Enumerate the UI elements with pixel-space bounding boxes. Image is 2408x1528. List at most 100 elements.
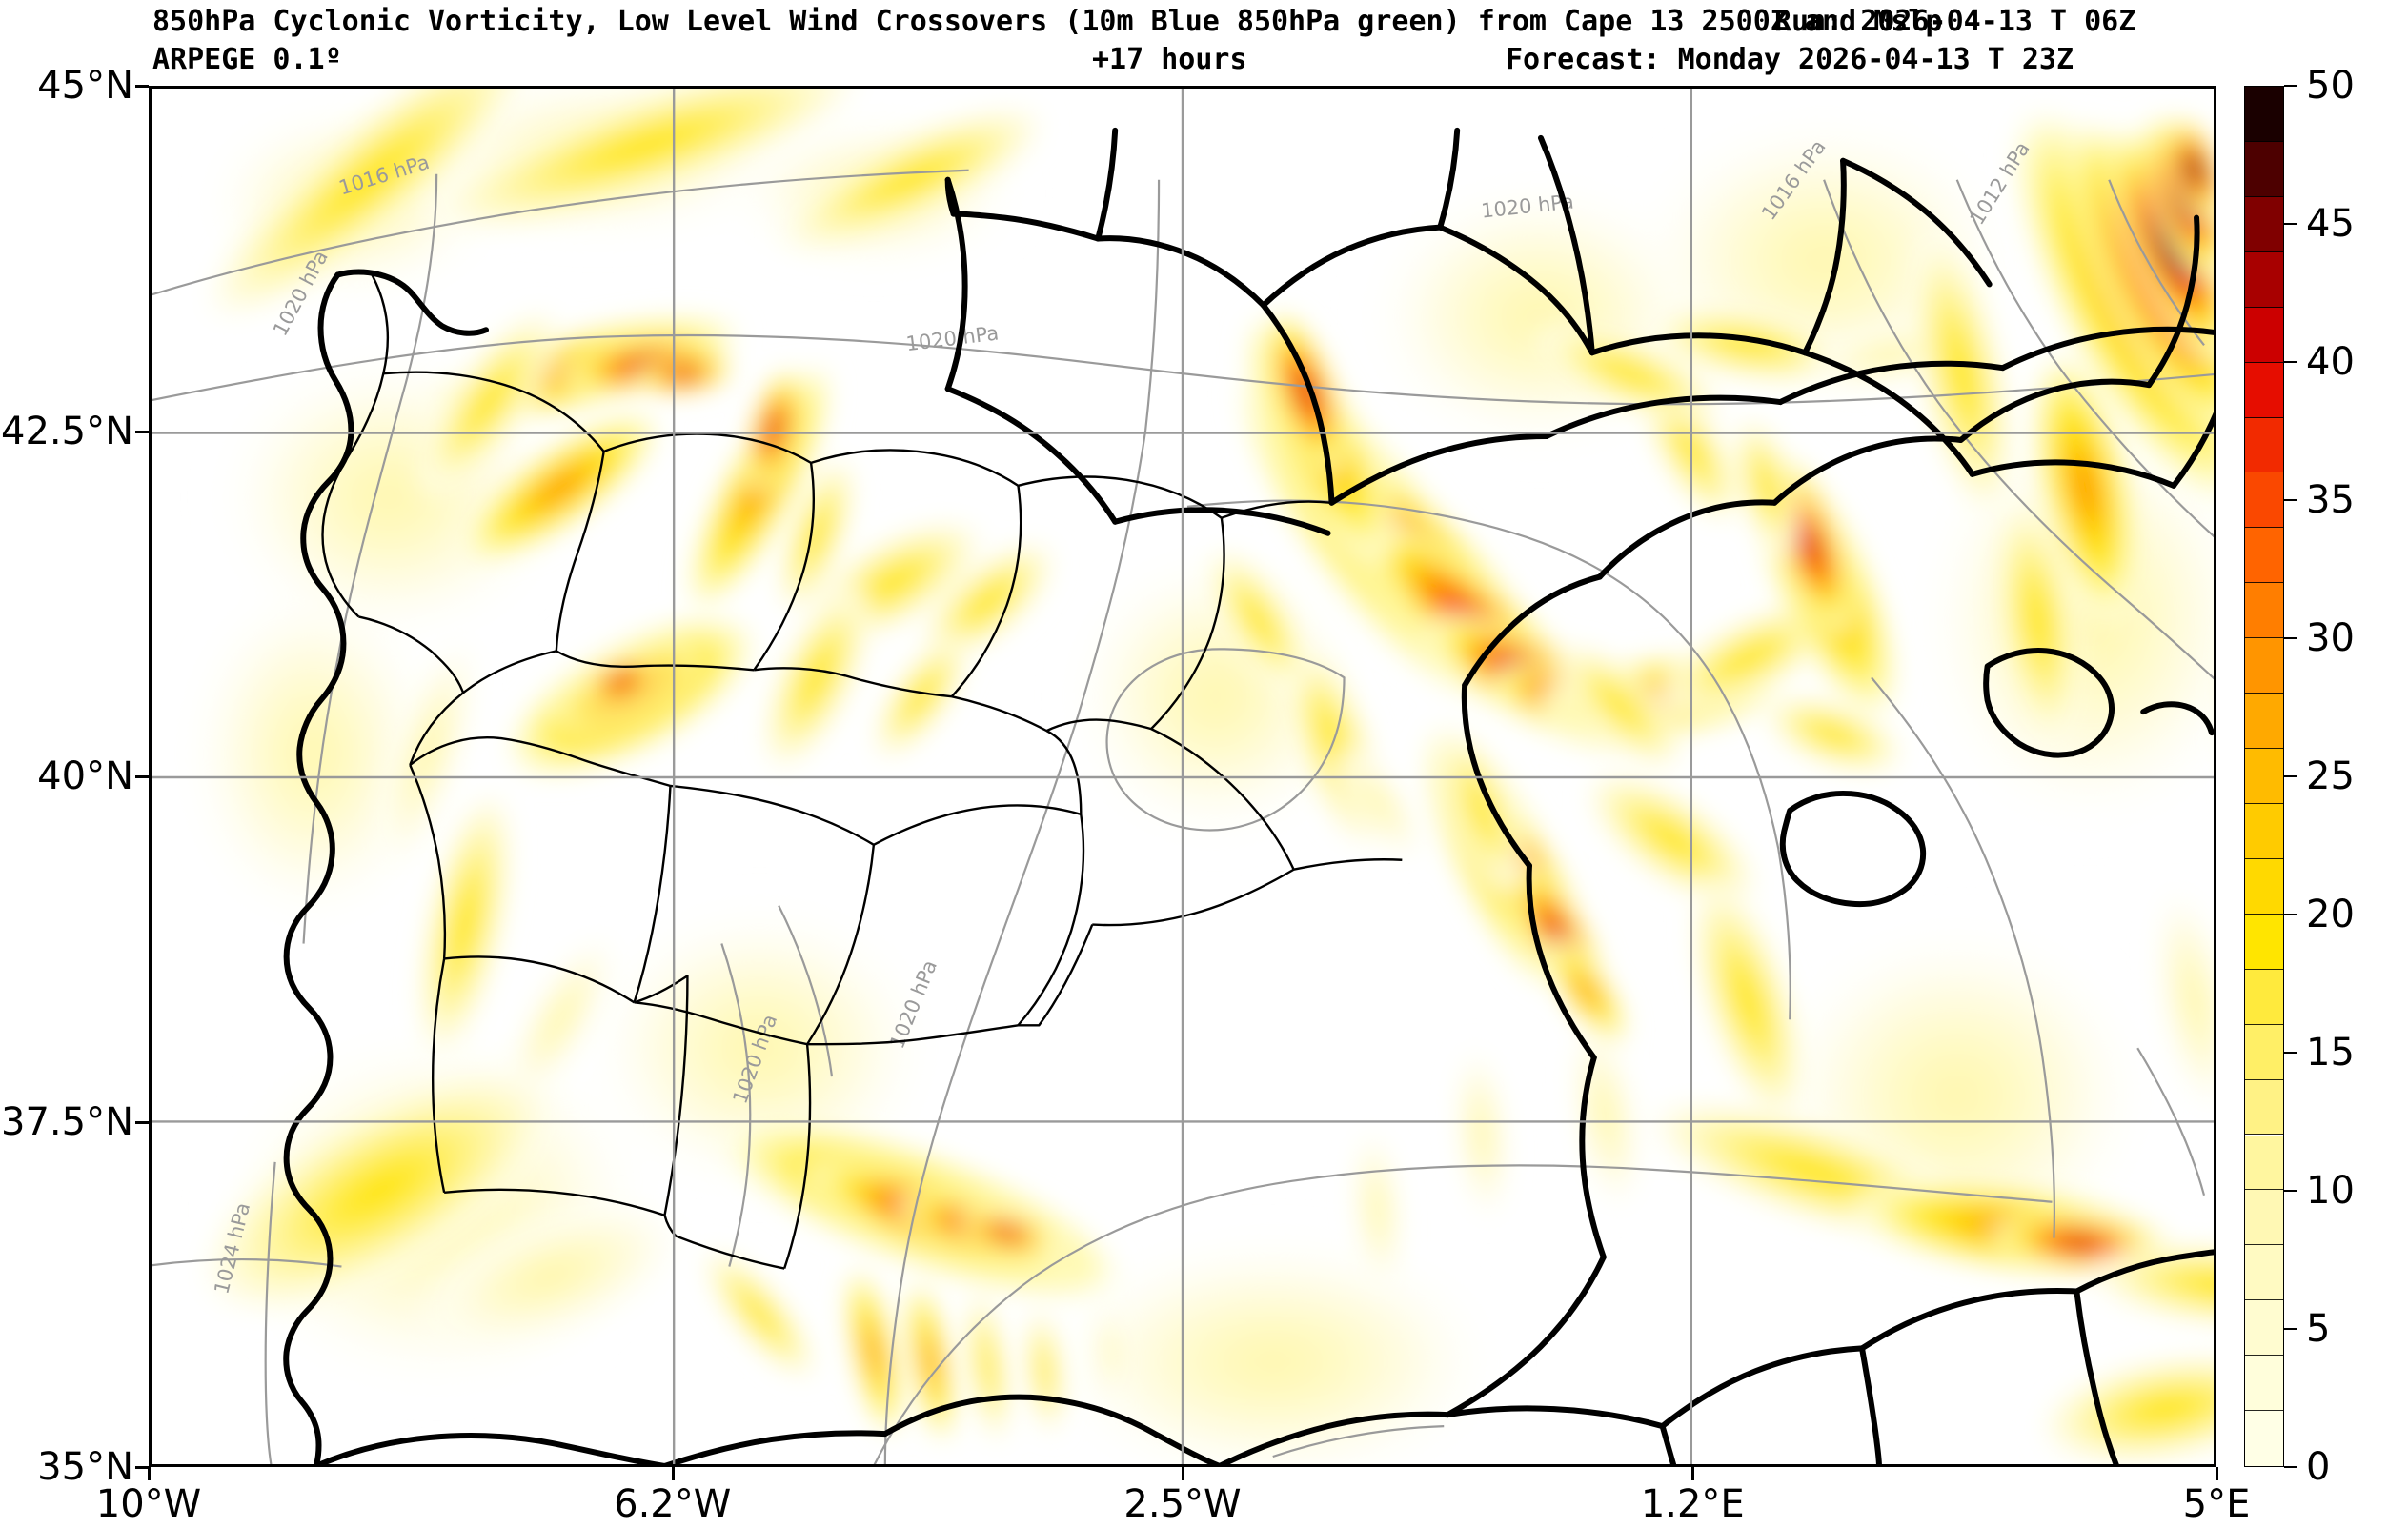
colorbar-separator [2245,802,2283,804]
colorbar-tick-mark [2284,1190,2297,1192]
latitude-tick-mark [135,430,149,433]
longitude-tick-mark [1691,1467,1695,1480]
longitude-tick-label: 10°W [95,1482,202,1526]
colorbar-tick-mark [2284,1328,2297,1330]
colorbar-segment [2245,1190,2283,1246]
colorbar-separator [2245,416,2283,418]
colorbar-segment [2245,1135,2283,1191]
colorbar-separator [2245,1244,2283,1246]
colorbar-separator [2245,1410,2283,1412]
colorbar-segment [2245,196,2283,252]
colorbar-segment [2245,251,2283,308]
colorbar-separator [2245,1023,2283,1025]
colorbar-segment [2245,803,2283,859]
colorbar-separator [2245,857,2283,859]
forecast-valid-label: Forecast: Monday 2026-04-13 T 23Z [1506,43,2074,76]
colorbar-tick-label: 35 [2306,478,2355,522]
longitude-tick-mark [148,1467,151,1480]
colorbar-separator [2245,748,2283,750]
colorbar-separator [2245,637,2283,639]
colorbar-segment [2245,1024,2283,1080]
colorbar-tick-label: 20 [2306,893,2355,936]
colorbar-separator [2245,140,2283,142]
colorbar-segment [2245,749,2283,804]
latitude-tick-mark [135,1120,149,1124]
colorbar-segment [2245,914,2283,970]
colorbar-tick-label: 5 [2306,1307,2331,1351]
colorbar-tick-mark [2284,223,2297,225]
lead-time-label: +17 hours [1092,43,1247,76]
colorbar-tick-label: 0 [2306,1445,2331,1489]
colorbar-segment [2245,969,2283,1025]
colorbar-tick-label: 15 [2306,1031,2355,1075]
colorbar-segment [2245,638,2283,694]
colorbar-separator [2245,913,2283,915]
colorbar-separator [2245,1355,2283,1357]
colorbar-segment [2245,1079,2283,1136]
chart-title: 850hPa Cyclonic Vorticity, Low Level Win… [152,5,1943,38]
longitude-tick-mark [671,1467,675,1480]
colorbar-segment [2245,858,2283,915]
vorticity-colorbar [2244,86,2284,1467]
latitude-tick-label: 35°N [37,1445,133,1489]
colorbar-tick-label: 40 [2306,340,2355,384]
colorbar-segment [2245,694,2283,750]
colorbar-separator [2245,1078,2283,1080]
colorbar-separator [2245,251,2283,252]
colorbar-segment [2245,141,2283,197]
colorbar-tick-mark [2284,1466,2297,1468]
latitude-tick-label: 40°N [37,754,133,798]
colorbar-separator [2245,1299,2283,1301]
mslp-isobars: 1016 hPa 1020 hPa 1020 hPa 1020 hPa 1016… [152,135,2214,1464]
latitude-tick-mark [135,85,149,88]
longitude-tick-label: 2.5°W [1123,1482,1242,1526]
colorbar-tick-mark [2284,1052,2297,1054]
colorbar-tick-label: 25 [2306,754,2355,798]
colorbar-tick-mark [2284,914,2297,915]
colorbar-separator [2245,582,2283,584]
colorbar-separator [2245,527,2283,529]
colorbar-separator [2245,968,2283,970]
colorbar-tick-label: 50 [2306,64,2355,108]
map-borders [283,127,2214,1464]
colorbar-tick-mark [2284,775,2297,777]
colorbar-segment [2245,472,2283,529]
latitude-tick-mark [135,775,149,778]
colorbar-segment [2245,528,2283,584]
latitude-tick-label: 45°N [37,64,133,108]
longitude-tick-mark [2216,1467,2218,1480]
map-plot-area: 1016 hPa 1020 hPa 1020 hPa 1020 hPa 1016… [149,86,2216,1467]
colorbar-segment [2245,1245,2283,1301]
longitude-tick-label: 5°E [2182,1482,2251,1526]
colorbar-segment [2245,417,2283,473]
colorbar-separator [2245,361,2283,363]
colorbar-separator [2245,693,2283,694]
colorbar-separator [2245,195,2283,197]
colorbar-tick-mark [2284,637,2297,639]
colorbar-tick-mark [2284,361,2297,363]
colorbar-segment [2245,1356,2283,1412]
longitude-tick-label: 6.2°W [614,1482,732,1526]
colorbar-tick-mark [2284,499,2297,501]
map-gridlines [152,89,2214,1464]
colorbar-separator [2245,1134,2283,1136]
colorbar-separator [2245,306,2283,308]
latitude-tick-label: 37.5°N [1,1099,133,1144]
colorbar-tick-label: 45 [2306,202,2355,246]
colorbar-segment [2245,583,2283,639]
longitude-tick-label: 1.2°E [1640,1482,1745,1526]
colorbar-segment [2245,362,2283,418]
colorbar-segment [2245,87,2283,142]
model-name-label: ARPEGE 0.1º [152,43,342,76]
longitude-tick-mark [1182,1467,1184,1480]
colorbar-segment [2245,307,2283,363]
colorbar-tick-label: 30 [2306,616,2355,660]
colorbar-segment [2245,1300,2283,1357]
latitude-tick-label: 42.5°N [1,409,133,453]
model-run-label: Run: 2026-04-13 T 06Z [1774,5,2136,38]
colorbar-separator [2245,1189,2283,1191]
colorbar-tick-mark [2284,85,2297,87]
latitude-tick-mark [135,1466,149,1469]
colorbar-segment [2245,1411,2283,1466]
